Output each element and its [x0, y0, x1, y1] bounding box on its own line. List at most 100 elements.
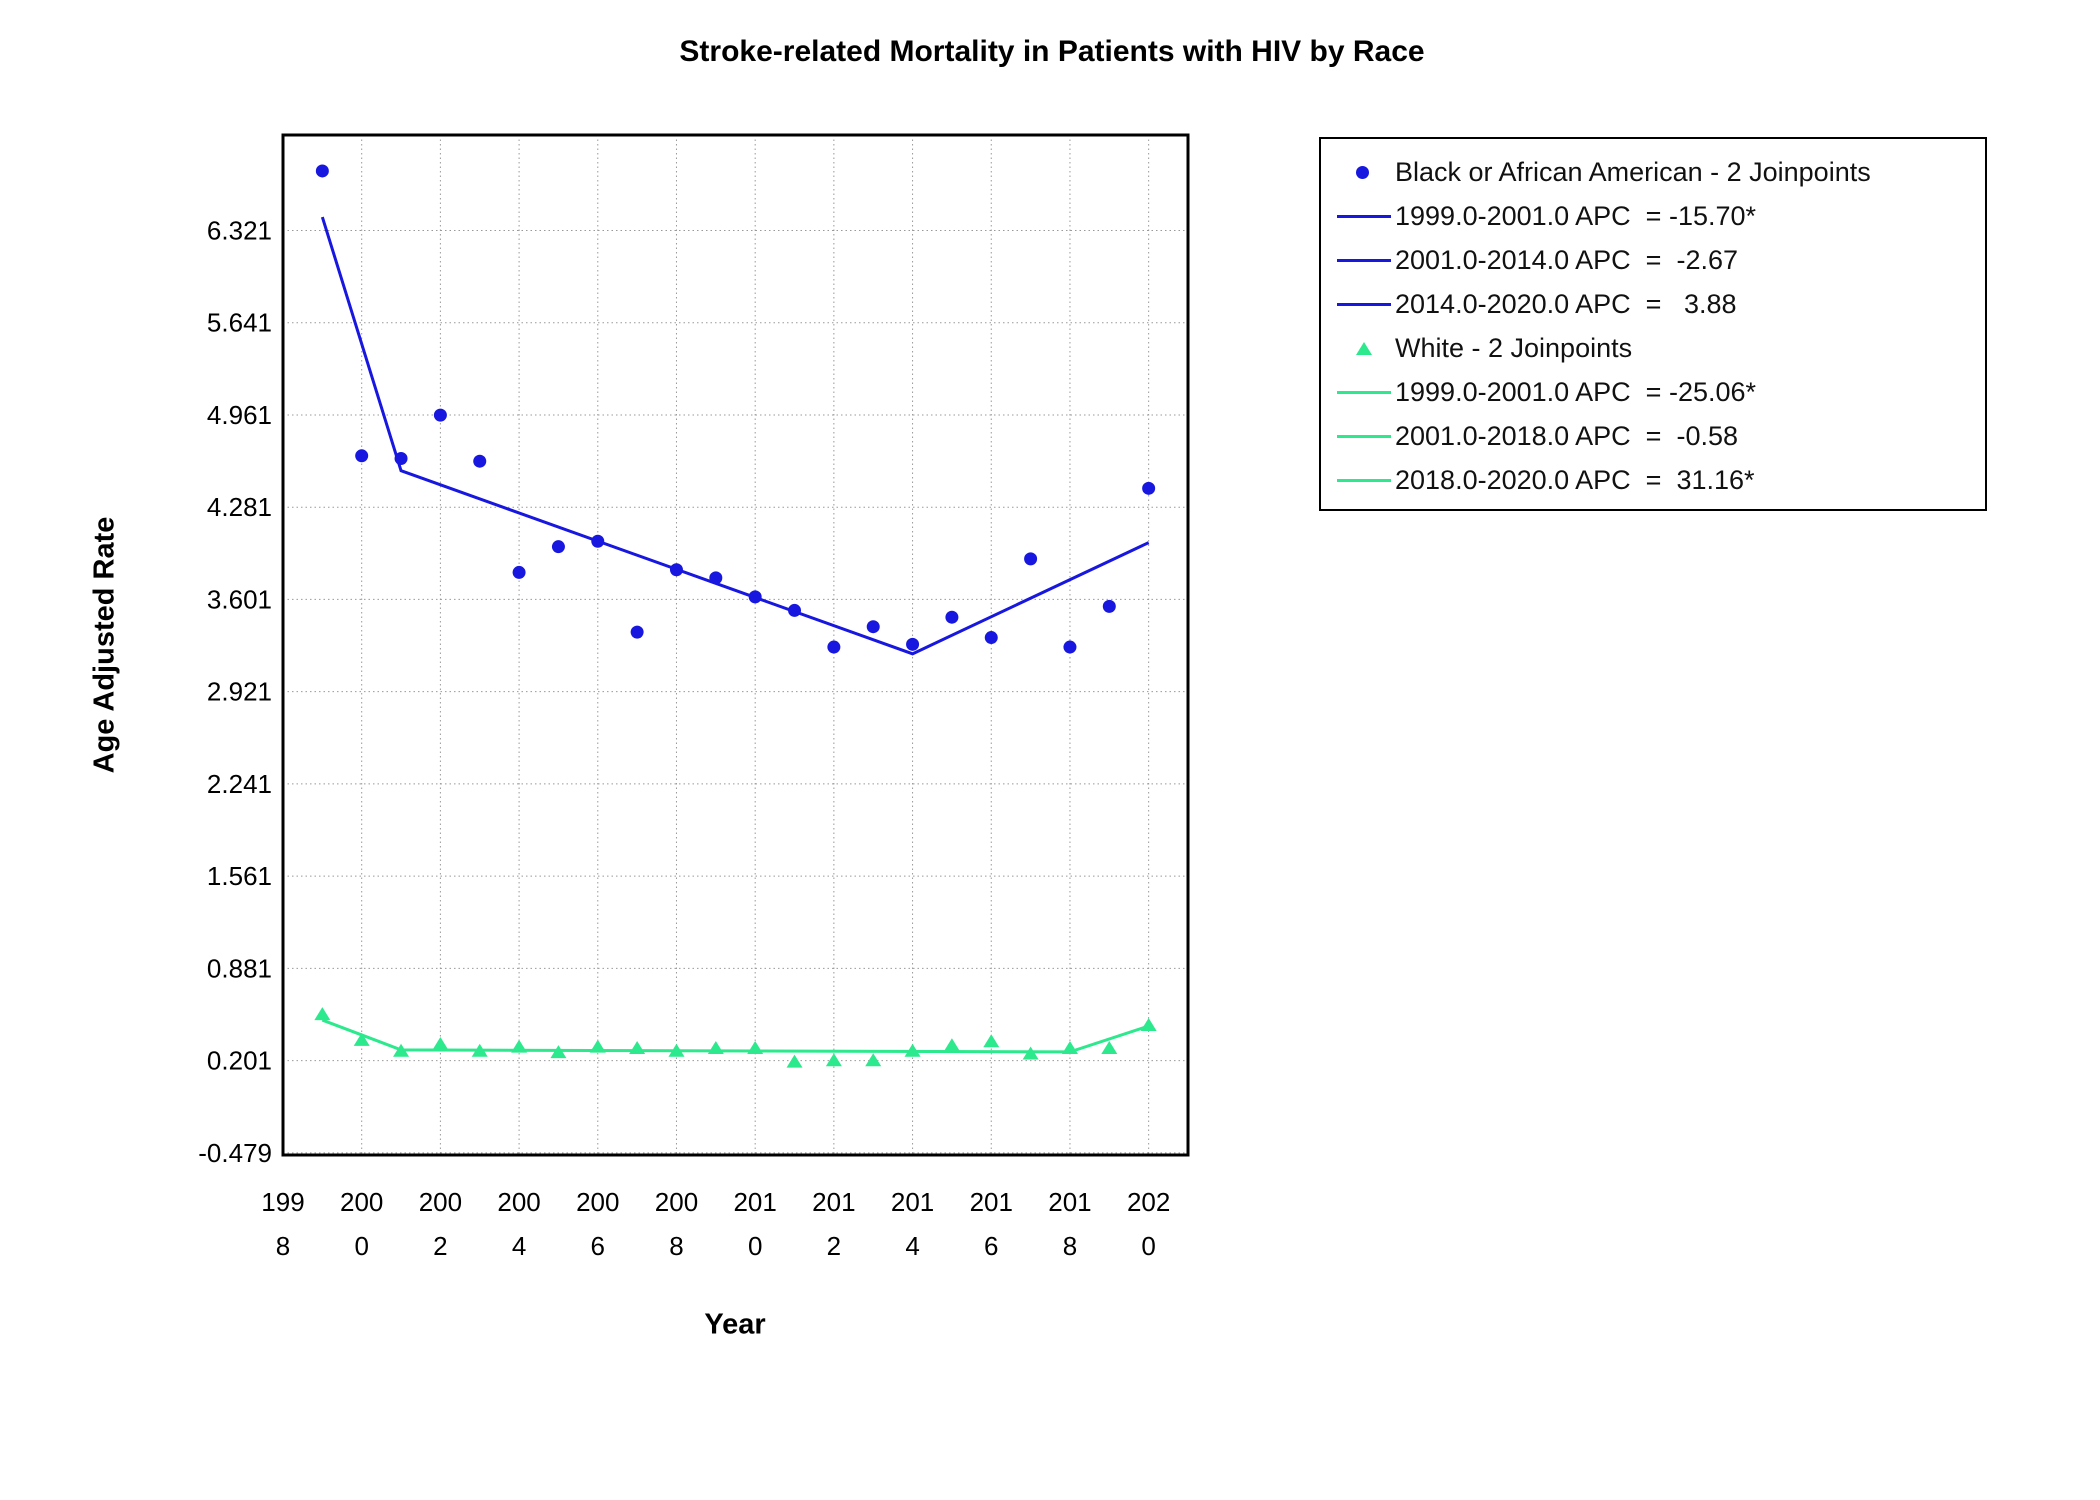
- y-tick-label: 2.921: [207, 677, 272, 707]
- data-point-triangle: [825, 1053, 842, 1067]
- x-tick-label-line2: 8: [276, 1231, 290, 1261]
- data-point-circle: [473, 454, 487, 468]
- joinpoint-regression-line: [320, 216, 1150, 656]
- y-tick-label: 1.561: [207, 861, 272, 891]
- data-point-triangle: [747, 1041, 764, 1055]
- data-point-circle: [788, 603, 802, 617]
- data-point-triangle: [314, 1007, 331, 1021]
- x-tick-label-line1: 199: [261, 1187, 304, 1217]
- legend-line-icon: [1337, 478, 1391, 482]
- data-point-circle: [551, 540, 565, 554]
- y-tick-label: 5.641: [207, 308, 272, 338]
- x-tick-label-line1: 200: [497, 1187, 540, 1217]
- data-point-triangle: [707, 1041, 724, 1055]
- legend-line-icon: [1337, 302, 1391, 306]
- data-point-circle: [433, 408, 447, 422]
- data-point-triangle: [865, 1053, 882, 1067]
- data-point-circle: [630, 625, 644, 639]
- legend-row: 1999.0-2001.0 APC = -15.70*: [1321, 194, 1985, 238]
- legend-row: 2014.0-2020.0 APC = 3.88: [1321, 282, 1985, 326]
- data-point-triangle: [511, 1039, 528, 1053]
- data-point-circle: [866, 620, 880, 634]
- legend-marker-line: [1321, 478, 1395, 482]
- y-tick-label: 0.881: [207, 953, 272, 983]
- legend-triangle-icon: [1356, 341, 1372, 355]
- legend-dot-icon: [1356, 165, 1369, 179]
- data-point-circle: [984, 631, 998, 645]
- x-tick-label-line1: 200: [655, 1187, 698, 1217]
- legend-row: White - 2 Joinpoints: [1321, 326, 1985, 370]
- x-tick-label-line1: 201: [812, 1187, 855, 1217]
- data-point-circle: [1024, 552, 1038, 566]
- legend-label: 1999.0-2001.0 APC = -25.06*: [1395, 376, 1757, 407]
- y-tick-label: 2.241: [207, 769, 272, 799]
- data-point-triangle: [983, 1034, 1000, 1048]
- data-point-circle: [709, 571, 723, 585]
- plot-border: [281, 133, 1190, 1157]
- legend-line-icon: [1337, 434, 1391, 438]
- legend-label: 2018.0-2020.0 APC = 31.16*: [1395, 464, 1755, 495]
- legend-marker-triangle: [1321, 341, 1395, 355]
- legend-row: 1999.0-2001.0 APC = -25.06*: [1321, 370, 1985, 414]
- legend-label: 2014.0-2020.0 APC = 3.88: [1395, 288, 1737, 319]
- legend-row: Black or African American - 2 Joinpoints: [1321, 150, 1985, 194]
- data-point-triangle: [432, 1036, 449, 1050]
- x-tick-label-line1: 202: [1127, 1187, 1170, 1217]
- legend-row: 2018.0-2020.0 APC = 31.16*: [1321, 458, 1985, 502]
- data-point-triangle: [589, 1039, 606, 1053]
- data-point-circle: [1102, 599, 1116, 613]
- y-tick-label: 4.281: [207, 492, 272, 522]
- x-tick-label-line1: 200: [419, 1187, 462, 1217]
- legend-row: 2001.0-2014.0 APC = -2.67: [1321, 238, 1985, 282]
- x-tick-label-line2: 6: [591, 1231, 605, 1261]
- data-point-circle: [669, 563, 683, 577]
- data-point-triangle: [393, 1043, 410, 1057]
- x-tick-label-line2: 2: [433, 1231, 447, 1261]
- legend-marker-dot: [1321, 165, 1395, 179]
- x-tick-label-line2: 0: [354, 1231, 368, 1261]
- data-point-circle: [748, 590, 762, 604]
- data-point-circle: [906, 637, 920, 651]
- x-tick-label-line2: 8: [1063, 1231, 1077, 1261]
- data-point-circle: [394, 451, 408, 465]
- x-tick-label-line2: 6: [984, 1231, 998, 1261]
- legend-row: 2001.0-2018.0 APC = -0.58: [1321, 414, 1985, 458]
- x-tick-label-line1: 201: [1048, 1187, 1091, 1217]
- x-tick-label-line1: 201: [733, 1187, 776, 1217]
- y-tick-label: 4.961: [207, 400, 272, 430]
- data-point-triangle: [629, 1041, 646, 1055]
- x-tick-label-line1: 200: [576, 1187, 619, 1217]
- data-point-circle: [355, 449, 369, 463]
- x-tick-label-line1: 200: [340, 1187, 383, 1217]
- legend-marker-line: [1321, 434, 1395, 438]
- data-point-triangle: [471, 1043, 488, 1057]
- legend-line-icon: [1337, 390, 1391, 394]
- data-point-circle: [512, 565, 526, 579]
- data-point-triangle: [1101, 1041, 1118, 1055]
- data-point-triangle: [353, 1032, 370, 1046]
- data-point-circle: [591, 534, 605, 548]
- legend-marker-line: [1321, 302, 1395, 306]
- x-tick-label-line1: 201: [970, 1187, 1013, 1217]
- data-point-triangle: [786, 1054, 803, 1068]
- data-point-triangle: [550, 1045, 567, 1059]
- data-point-triangle: [1061, 1041, 1078, 1055]
- data-point-triangle: [1140, 1017, 1157, 1031]
- y-tick-label: -0.479: [198, 1138, 272, 1168]
- legend-line-icon: [1337, 214, 1391, 218]
- x-tick-label-line2: 4: [905, 1231, 919, 1261]
- y-tick-label: 3.601: [207, 584, 272, 614]
- x-tick-label-line2: 2: [827, 1231, 841, 1261]
- x-tick-label-line2: 0: [748, 1231, 762, 1261]
- data-point-circle: [315, 164, 329, 178]
- data-point-triangle: [1022, 1046, 1039, 1060]
- x-axis-title: Year: [704, 1308, 766, 1341]
- data-point-triangle: [943, 1038, 960, 1052]
- y-tick-label: 6.321: [207, 215, 272, 245]
- data-point-circle: [827, 640, 841, 654]
- x-tick-label-line2: 8: [669, 1231, 683, 1261]
- legend-label: 2001.0-2018.0 APC = -0.58: [1395, 420, 1738, 451]
- legend-label: 1999.0-2001.0 APC = -15.70*: [1395, 200, 1757, 231]
